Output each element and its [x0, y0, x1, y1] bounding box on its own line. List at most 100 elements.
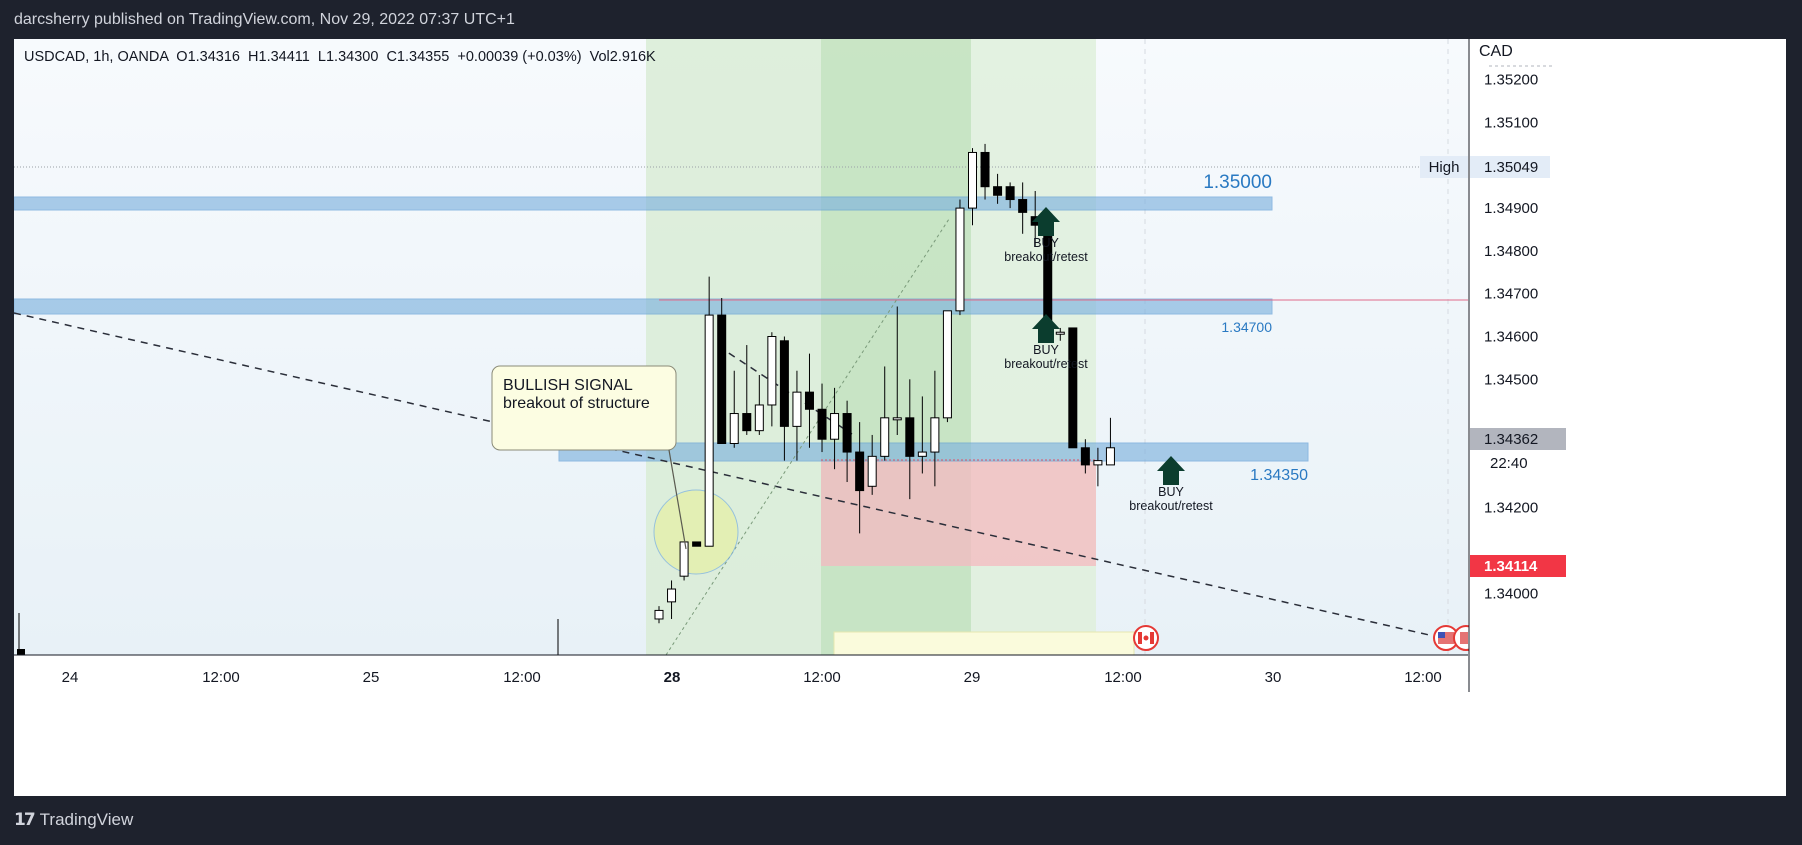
publish-header: darcsherry published on TradingView.com,…: [0, 0, 1802, 40]
candle-up: [830, 413, 840, 440]
candle-up: [955, 207, 965, 312]
candle-down: [692, 541, 702, 547]
x-tick-label: 29: [964, 669, 981, 686]
y-tick-label: 1.34600: [1484, 329, 1538, 346]
canada-flag-icon[interactable]: [1133, 625, 1159, 651]
candle-up: [654, 609, 664, 620]
x-tick-label: 28: [664, 669, 681, 686]
y-tick-label: 1.34500: [1484, 371, 1538, 388]
candle-down: [1005, 186, 1015, 201]
buy-marker-2: BUY breakout/retest: [1004, 314, 1088, 371]
y-tick-label: 1.34800: [1484, 243, 1538, 260]
x-tick-label: 12:00: [803, 669, 841, 686]
bullish-title: BULLISH SIGNAL: [503, 377, 633, 394]
up-arrow-icon: [1157, 456, 1185, 485]
us-flag-icon[interactable]: [1433, 625, 1459, 651]
y-tick-label: 1.34700: [1484, 286, 1538, 303]
y-tick-label: 1.34000: [1484, 585, 1538, 602]
brand-name: TradingView: [39, 810, 134, 829]
candle-down: [1068, 327, 1078, 449]
buy-marker-1: BUY breakout/retest: [1004, 207, 1088, 264]
y-tick-label: 1.35100: [1484, 115, 1538, 132]
candle-up: [867, 455, 877, 487]
x-tick-label: 12:00: [1104, 669, 1142, 686]
buy-label: BUY: [1033, 343, 1059, 357]
currency-label: CAD: [1479, 43, 1513, 60]
tradingview-logo-icon: 17: [14, 810, 36, 830]
candle-up: [942, 310, 952, 419]
tradingview-brand[interactable]: 17 TradingView: [14, 809, 133, 831]
candle-down: [842, 413, 852, 453]
x-tick-label: 25: [363, 669, 380, 686]
high-label: High: [1429, 159, 1460, 176]
resistance-zone-135000: [13, 196, 1273, 211]
candle-up: [729, 413, 739, 445]
level-label-135000: 1.35000: [1203, 172, 1272, 193]
candle-down: [1018, 199, 1028, 213]
candle-down: [817, 408, 827, 440]
buy-sublabel: breakout/retest: [1004, 250, 1088, 264]
candle-down: [717, 314, 727, 444]
high-value: 1.35049: [1484, 159, 1538, 176]
candle-down: [779, 340, 789, 427]
stop-price-tag: [1470, 555, 1566, 577]
trendline: [13, 312, 1439, 638]
up-arrow-icon: [1032, 314, 1060, 343]
candlestick-chart[interactable]: BULLISH SIGNAL breakout of structure 1.3…: [13, 39, 1786, 796]
footer: 17 TradingView: [0, 796, 1802, 845]
y-tick-label: 1.34200: [1484, 500, 1538, 517]
candle-up: [704, 314, 714, 547]
candle-up: [754, 404, 764, 432]
candle-down: [804, 391, 814, 410]
candle-up: [1105, 447, 1115, 466]
buy-sublabel: breakout/retest: [1129, 499, 1213, 513]
high-label-bg: [1420, 156, 1468, 178]
volume-bar: [17, 649, 25, 655]
candle-up: [679, 541, 689, 577]
price-axis[interactable]: [1469, 39, 1566, 692]
level-label-134350: 1.34350: [1250, 467, 1308, 484]
buy-sublabel: breakout/retest: [1004, 357, 1088, 371]
candle-down: [1080, 447, 1090, 466]
time-axis[interactable]: [14, 656, 1468, 692]
current-price-tag: [1470, 428, 1566, 450]
candle-up: [1093, 460, 1103, 466]
resistance-zone-134700: [13, 298, 1273, 315]
up-arrow-icon: [1032, 207, 1060, 236]
x-tick-label: 30: [1265, 669, 1282, 686]
y-tick-label: 1.34900: [1484, 200, 1538, 217]
buy-label: BUY: [1158, 485, 1184, 499]
bullish-signal-callout: BULLISH SIGNAL breakout of structure: [491, 365, 687, 550]
x-tick-labels: 24 12:00 25 12:00 28 12:00 29 12:00 30 12:00: [62, 669, 1442, 686]
candle-down: [993, 186, 1003, 196]
candle-up: [892, 417, 902, 421]
symbol-legend: USDCAD, 1h, OANDA O1.34316 H1.34411 L1.3…: [24, 49, 656, 65]
candle-up: [767, 336, 777, 406]
x-tick-label: 12:00: [503, 669, 541, 686]
candle-down: [980, 151, 990, 188]
candle-down: [905, 417, 915, 457]
high-value-bg: [1470, 156, 1550, 178]
stop-loss-zone: [821, 461, 1096, 566]
candle-up: [792, 391, 802, 427]
candle-up: [930, 417, 940, 453]
bullish-subtitle: breakout of structure: [503, 395, 650, 412]
candle-up: [667, 588, 677, 603]
buy-marker-3: BUY breakout/retest: [1129, 456, 1213, 513]
y-tick-label: 1.35200: [1484, 72, 1538, 89]
stop-price: 1.34114: [1484, 558, 1538, 575]
x-tick-label: 24: [62, 669, 79, 686]
candle-up: [880, 417, 890, 457]
x-tick-label: 12:00: [202, 669, 240, 686]
x-tick-label: 12:00: [1404, 669, 1442, 686]
countdown-bg: [1470, 452, 1566, 474]
candle-up: [1055, 331, 1065, 335]
event-box: [833, 631, 1135, 656]
diagonal-guide: [665, 218, 950, 656]
chart-area[interactable]: BULLISH SIGNAL breakout of structure 1.3…: [13, 39, 1786, 796]
candle-down: [742, 413, 752, 432]
candle-up: [917, 451, 927, 457]
bullish-circle: [653, 489, 739, 575]
current-price: 1.34362: [1484, 431, 1538, 448]
candle-up: [968, 151, 977, 209]
